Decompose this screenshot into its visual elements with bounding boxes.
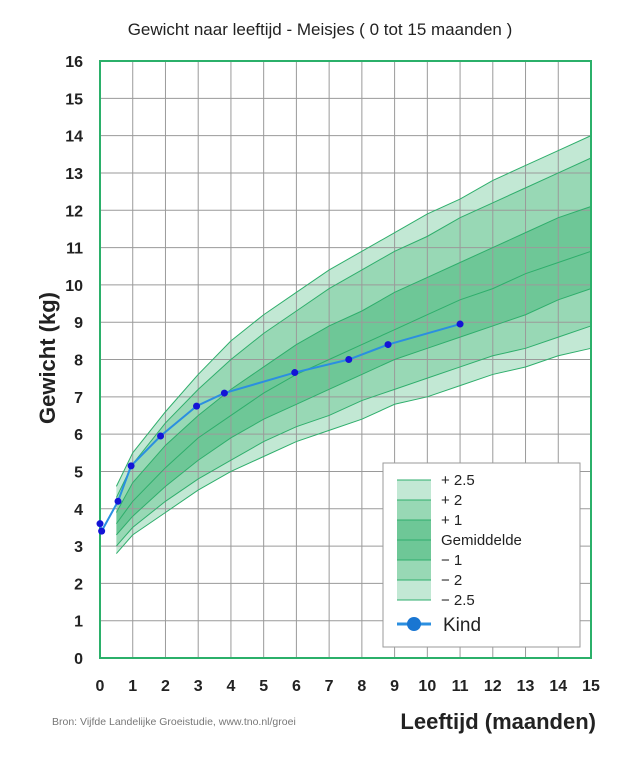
x-tick-label: 12 — [484, 678, 502, 695]
series-point — [220, 389, 228, 397]
x-tick-label: 2 — [161, 678, 170, 695]
legend-kind-marker — [407, 617, 421, 631]
x-tick-label: 6 — [292, 678, 301, 695]
band-3 — [116, 206, 591, 524]
curve-line-6 — [115, 325, 592, 547]
chart-title: Gewicht naar leeftijd - Meisjes ( 0 tot … — [127, 20, 513, 39]
series-kind — [96, 320, 464, 535]
series-point — [114, 497, 122, 505]
x-axis-label: Leeftijd (maanden) — [400, 709, 596, 734]
series-point — [193, 402, 201, 410]
curve-line-7 — [115, 347, 592, 554]
x-tick-label: 7 — [325, 678, 334, 695]
legend-entry: + 2 — [441, 492, 462, 509]
legend-kind-label: Kind — [443, 615, 481, 636]
x-tick-label: 10 — [418, 678, 436, 695]
y-tick-label: 5 — [74, 464, 83, 481]
y-tick-label: 3 — [74, 539, 83, 556]
series-point — [98, 527, 106, 535]
band-1 — [116, 135, 591, 498]
curve-line-2 — [115, 157, 592, 498]
x-tick-label: 15 — [582, 678, 600, 695]
y-tick-label: 10 — [65, 278, 83, 295]
y-tick-label: 14 — [65, 129, 83, 146]
x-tick-label: 11 — [452, 678, 469, 695]
x-tick-label: 8 — [357, 678, 366, 695]
y-tick-label: 1 — [74, 614, 83, 631]
x-tick-label: 5 — [259, 678, 268, 695]
curve-line-5 — [115, 288, 592, 536]
y-tick-label: 4 — [74, 502, 83, 519]
series-point — [384, 341, 392, 349]
series-point — [456, 320, 464, 328]
y-tick-label: 16 — [65, 54, 83, 71]
x-tick-label: 13 — [517, 678, 535, 695]
y-tick-label: 0 — [74, 651, 83, 668]
series-point — [345, 356, 353, 363]
curve-line-4 — [115, 250, 592, 524]
x-tick-label: 9 — [390, 678, 399, 695]
y-tick-label: 13 — [65, 166, 83, 183]
curve-line-3 — [115, 206, 592, 513]
x-tick-label: 3 — [194, 678, 203, 695]
legend-entry: + 2.5 — [441, 472, 475, 489]
legend-entry: + 1 — [441, 512, 462, 529]
legend-entry: − 2.5 — [441, 592, 475, 609]
plot-border — [99, 60, 592, 659]
band-6 — [116, 325, 591, 554]
y-tick-label: 2 — [74, 576, 83, 593]
x-tick-label: 4 — [226, 678, 235, 695]
curve-line-1 — [115, 135, 592, 487]
band-5 — [116, 288, 591, 547]
source-note: Bron: Vijfde Landelijke Groeistudie, www… — [52, 716, 296, 728]
axis-ticks: 0 1 2 3 4 5 6 7 8 9 10 11 12 13 14 15012345678910111213… — [65, 54, 600, 695]
y-tick-label: 12 — [65, 203, 83, 220]
series-point — [157, 432, 165, 440]
x-tick-label: 14 — [549, 678, 567, 695]
series-point — [96, 520, 104, 528]
x-tick-label: 0 — [96, 678, 105, 695]
legend-entry: − 1 — [441, 552, 462, 569]
legend-entry: − 2 — [441, 572, 462, 589]
y-tick-label: 11 — [66, 241, 83, 258]
y-tick-label: 8 — [74, 353, 83, 370]
legend-swatch-outer-top — [397, 480, 431, 500]
legend-swatch-outer-bottom — [397, 580, 431, 600]
series-point — [127, 462, 135, 470]
legend-entry: Gemiddelde — [441, 532, 522, 549]
reference-curves — [115, 135, 592, 554]
series-point — [291, 369, 299, 377]
y-tick-label: 6 — [74, 427, 83, 444]
band-2 — [116, 158, 591, 513]
x-tick-label: 1 — [128, 678, 137, 695]
y-tick-label: 15 — [65, 91, 83, 108]
y-tick-label: 7 — [74, 390, 83, 407]
y-axis-label: Gewicht (kg) — [35, 292, 60, 425]
legend: + 2.5 + 2 + 1 Gemiddelde − 1 − 2 − 2.5 Kind — [382, 462, 581, 648]
y-tick-label: 9 — [74, 315, 83, 332]
plot-frame — [99, 60, 592, 659]
